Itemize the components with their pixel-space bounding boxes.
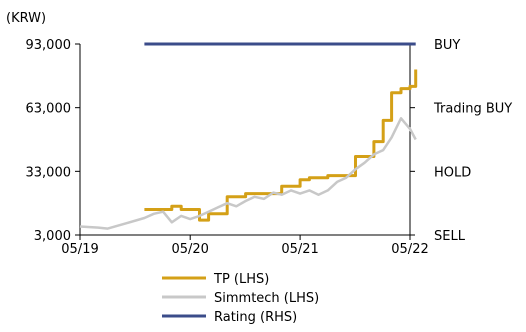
x-tick-label: 05/19 (61, 242, 98, 257)
x-tick-label: 05/21 (281, 242, 318, 257)
y-left-tick-label: 3,000 (34, 229, 71, 244)
series-line-0 (144, 69, 418, 222)
y-left-tick-label: 93,000 (26, 38, 72, 53)
y-right-tick-label: Trading BUY (433, 102, 512, 117)
y-right-tick-label: HOLD (434, 165, 471, 180)
y-left-tick-label: 33,000 (26, 165, 72, 180)
y-right-tick-label: SELL (434, 229, 466, 244)
legend-label: Rating (RHS) (214, 310, 297, 325)
y-unit-label: (KRW) (6, 11, 46, 26)
legend-label: Simmtech (LHS) (214, 291, 319, 306)
y-left-tick-label: 63,000 (26, 102, 72, 117)
legend-label: TP (LHS) (213, 272, 269, 287)
series-line-1 (79, 117, 417, 230)
x-tick-label: 05/20 (171, 242, 208, 257)
x-tick-label: 05/22 (391, 242, 428, 257)
y-right-tick-label: BUY (434, 38, 460, 53)
